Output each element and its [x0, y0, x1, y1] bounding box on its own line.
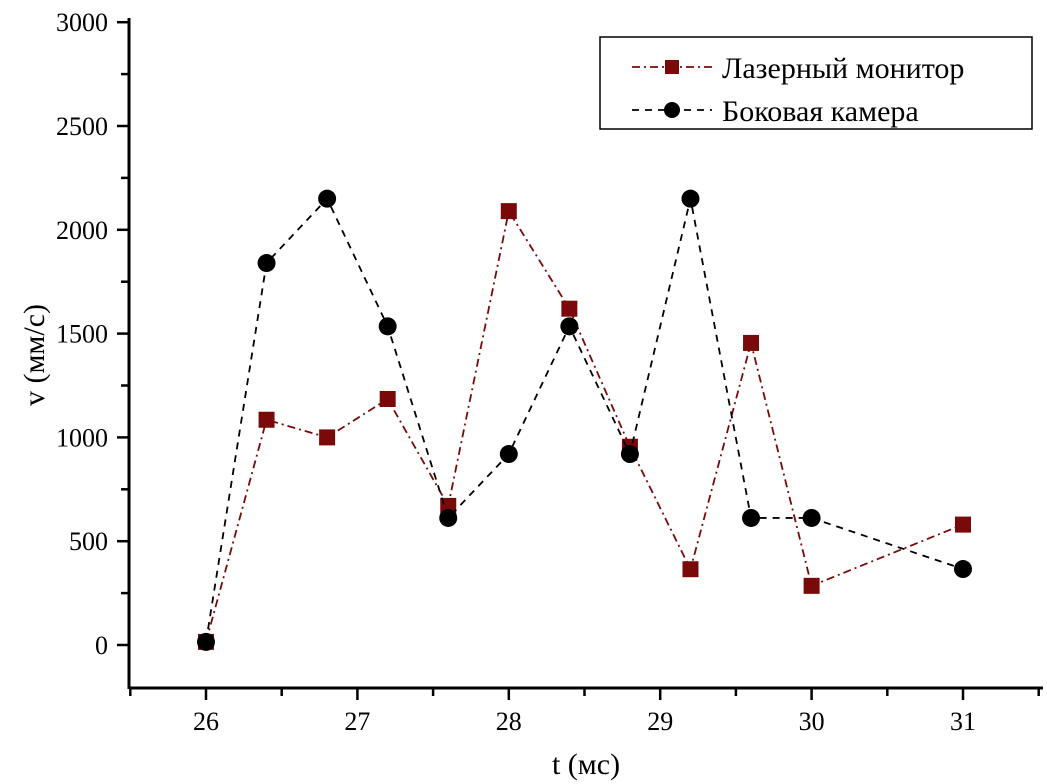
x-tick-label: 27	[344, 707, 370, 736]
data-point-square	[803, 577, 820, 594]
data-point-square	[500, 203, 517, 220]
data-point-square	[743, 334, 760, 351]
data-point-circle	[742, 508, 761, 527]
y-tick-label: 0	[95, 631, 108, 660]
legend-label-laser: Лазерный монитор	[722, 52, 964, 85]
data-point-square	[258, 411, 275, 428]
y-tick-label: 2500	[56, 112, 108, 141]
y-tick-label: 500	[69, 527, 108, 556]
data-point-circle	[197, 632, 215, 651]
y-axis-label: v (мм/с)	[18, 304, 51, 406]
data-point-square	[379, 390, 396, 407]
y-tick-label: 3000	[56, 8, 108, 37]
data-point-square	[319, 429, 336, 446]
data-point-circle	[378, 317, 397, 336]
data-point-circle	[802, 508, 821, 527]
data-point-circle	[681, 189, 700, 208]
x-tick-label: 28	[496, 707, 522, 736]
data-point-circle	[257, 254, 276, 273]
data-point-circle	[620, 445, 639, 464]
data-point-circle	[954, 560, 972, 579]
legend-marker-camera	[664, 102, 680, 118]
y-tick-label: 2000	[56, 216, 108, 245]
data-point-square	[955, 516, 971, 533]
series-line-0	[205, 208, 964, 643]
data-point-circle	[318, 189, 337, 208]
data-point-square	[561, 300, 578, 317]
data-point-square	[682, 561, 699, 578]
series-line-1	[205, 197, 964, 643]
data-point-circle	[439, 508, 458, 527]
x-tick-label: 26	[193, 707, 219, 736]
legend-marker-laser	[665, 60, 679, 74]
series-layer	[197, 189, 972, 651]
data-point-circle	[560, 317, 579, 336]
x-tick-label: 31	[950, 707, 976, 736]
y-tick-label: 1500	[56, 320, 108, 349]
data-point-circle	[499, 445, 518, 464]
x-tick-label: 30	[799, 707, 825, 736]
axes: 26 27 28 29 30 31 0 500 1000 1500 2000 2500 3000	[56, 8, 1043, 736]
x-axis-label: t (мс)	[552, 748, 620, 781]
legend-label-camera: Боковая камера	[722, 95, 919, 128]
legend: Лазерный монитор Боковая камера	[599, 36, 1033, 130]
y-tick-label: 1000	[56, 423, 108, 452]
x-tick-label: 29	[647, 707, 673, 736]
